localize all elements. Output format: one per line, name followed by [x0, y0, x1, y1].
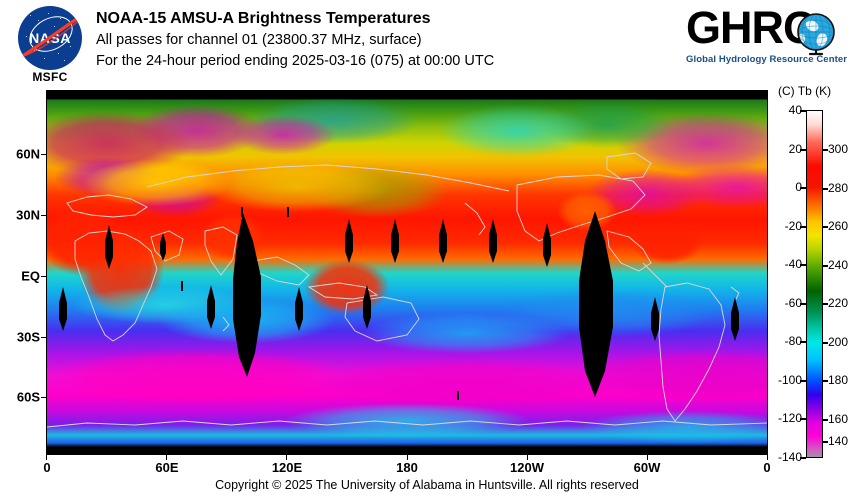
- y-tick-label: 60N: [16, 146, 40, 162]
- x-tick-label: 120E: [271, 460, 303, 475]
- title-block: NOAA-15 AMSU-A Brightness Temperatures A…: [96, 8, 494, 72]
- x-tick-label: 0: [763, 460, 771, 475]
- colorbar-c-label: -20: [784, 219, 802, 233]
- colorbar-k-label: 140: [828, 434, 849, 448]
- colorbar-gradient: [806, 110, 823, 458]
- y-tick-label: 60S: [16, 389, 40, 405]
- header: NASA MSFC NOAA-15 AMSU-A Brightness Temp…: [0, 0, 854, 88]
- nasa-meatball-icon: NASA: [18, 6, 82, 70]
- nasa-swoosh-icon: [18, 13, 82, 61]
- x-tick-label: 180: [396, 460, 418, 475]
- globe-icon: [797, 13, 835, 56]
- nasa-center-label: MSFC: [32, 70, 68, 84]
- subtitle-period: For the 24-hour period ending 2025-03-16…: [96, 53, 495, 69]
- colorbar-k-label: 160: [828, 412, 849, 426]
- x-tick-label: 0: [43, 460, 51, 475]
- ghrc-logo: GHRC: [686, 2, 848, 72]
- page-title: NOAA-15 AMSU-A Brightness Temperatures: [96, 10, 431, 27]
- orbit-gap-overlay: [59, 207, 739, 400]
- colorbar-c-label: -120: [777, 411, 802, 425]
- colorbar-c-label: -60: [784, 296, 802, 310]
- x-tick-label: 60E: [155, 460, 179, 475]
- x-tick-label: 60W: [633, 460, 661, 475]
- colorbar-k-label: 240: [828, 258, 849, 272]
- brightness-temperature-heatmap: [47, 91, 767, 454]
- nasa-logo: NASA MSFC: [10, 6, 90, 84]
- colorbar-c-label: 40: [788, 103, 802, 117]
- colorbar-c-label: -140: [777, 450, 802, 464]
- map-plot-area: [46, 90, 768, 455]
- heatmap-southern-ocean: [47, 91, 767, 454]
- colorbar-c-label: -80: [784, 334, 802, 348]
- colorbar-k-label: 260: [828, 219, 849, 233]
- subtitle-channel: All passes for channel 01 (23800.37 MHz,…: [96, 32, 422, 48]
- colorbar-k-label: 300: [828, 142, 849, 156]
- ghrc-wordmark: GHRC: [686, 2, 816, 53]
- x-tick-label: 120W: [510, 460, 544, 475]
- colorbar-k-label: 280: [828, 181, 849, 195]
- coastline-overlay: [47, 152, 767, 428]
- y-tick-label: EQ: [21, 268, 40, 284]
- colorbar-c-label: -100: [777, 373, 802, 387]
- colorbar-c-label: 0: [795, 180, 802, 194]
- copyright-text: Copyright © 2025 The University of Alaba…: [215, 478, 639, 492]
- colorbar-c-label: -40: [784, 257, 802, 271]
- colorbar-header: (C) Tb (K): [778, 84, 832, 98]
- y-tick-label: 30N: [16, 207, 40, 223]
- colorbar-c-label: 20: [788, 142, 802, 156]
- y-tick-label: 30S: [16, 329, 40, 345]
- colorbar-k-label: 180: [828, 373, 849, 387]
- colorbar-k-label: 200: [828, 335, 849, 349]
- ghrc-subtitle: Global Hydrology Resource Center: [686, 54, 848, 65]
- colorbar-k-label: 220: [828, 296, 849, 310]
